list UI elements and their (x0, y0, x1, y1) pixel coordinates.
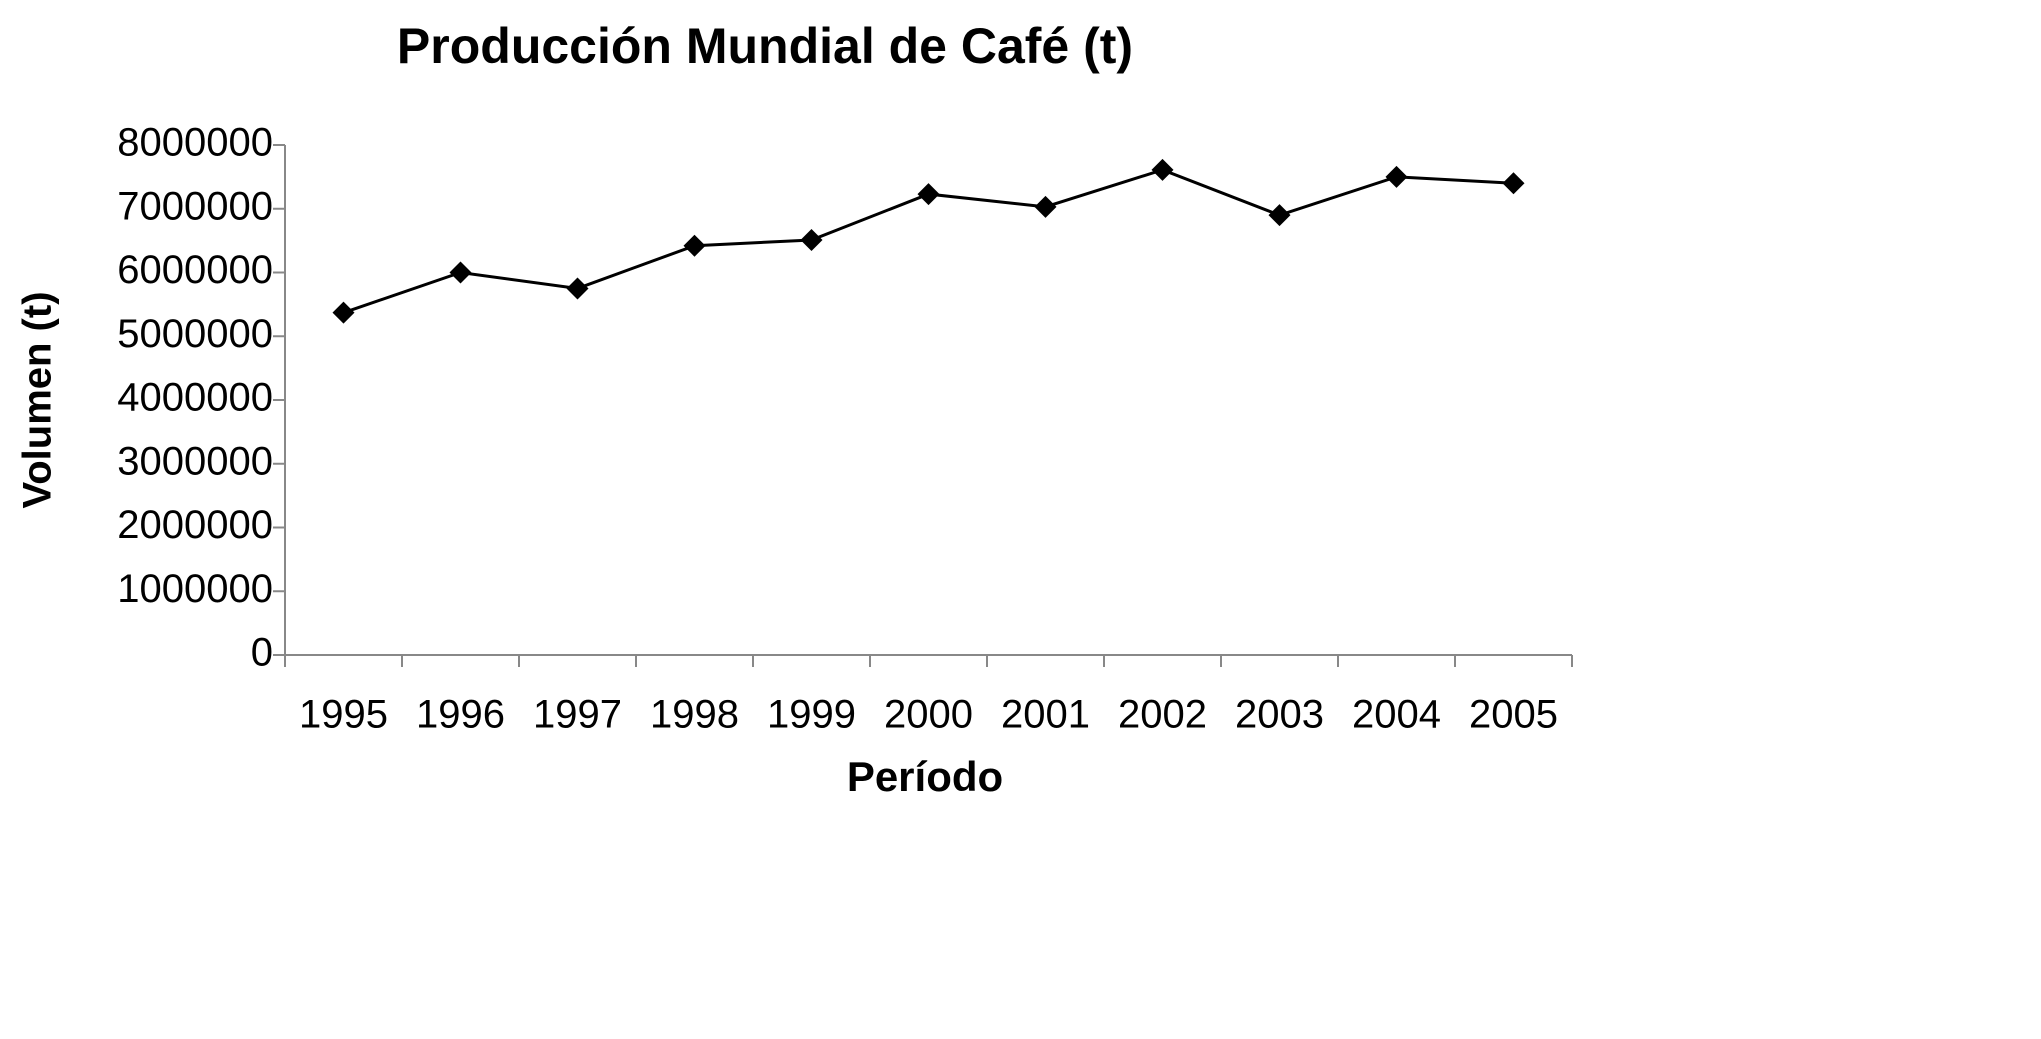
chart-title: Producción Mundial de Café (t) (397, 18, 1133, 74)
marker (566, 277, 589, 300)
y-tick-label: 8000000 (117, 121, 273, 165)
marker (1034, 195, 1057, 218)
marker (1385, 165, 1408, 188)
marker (1502, 172, 1525, 195)
x-tick-label: 1999 (767, 693, 856, 737)
y-tick-label: 3000000 (117, 439, 273, 483)
x-tick-label: 2002 (1118, 693, 1207, 737)
x-tick-label: 2003 (1235, 693, 1324, 737)
marker (683, 234, 706, 257)
y-tick-label: 4000000 (117, 376, 273, 420)
x-tick-label: 1997 (533, 693, 622, 737)
marker (1268, 204, 1291, 227)
x-tick-label: 2001 (1001, 693, 1090, 737)
marker (917, 183, 940, 206)
x-tick-label: 1995 (299, 693, 388, 737)
marker (1151, 158, 1174, 181)
y-tick-label: 2000000 (117, 503, 273, 547)
y-tick-label: 5000000 (117, 312, 273, 356)
y-axis-label: Volumen (t) (16, 291, 60, 508)
x-tick-label: 1996 (416, 693, 505, 737)
x-tick-label: 2000 (884, 693, 973, 737)
marker (332, 301, 355, 324)
x-tick-label: 2004 (1352, 693, 1441, 737)
x-tick-label: 2005 (1469, 693, 1558, 737)
marker (800, 228, 823, 251)
marker (449, 261, 472, 284)
y-tick-label: 0 (251, 631, 273, 675)
y-tick-label: 6000000 (117, 248, 273, 292)
x-tick-label: 1998 (650, 693, 739, 737)
y-tick-label: 7000000 (117, 184, 273, 228)
y-tick-label: 1000000 (117, 567, 273, 611)
x-axis-label: Período (847, 753, 1003, 800)
